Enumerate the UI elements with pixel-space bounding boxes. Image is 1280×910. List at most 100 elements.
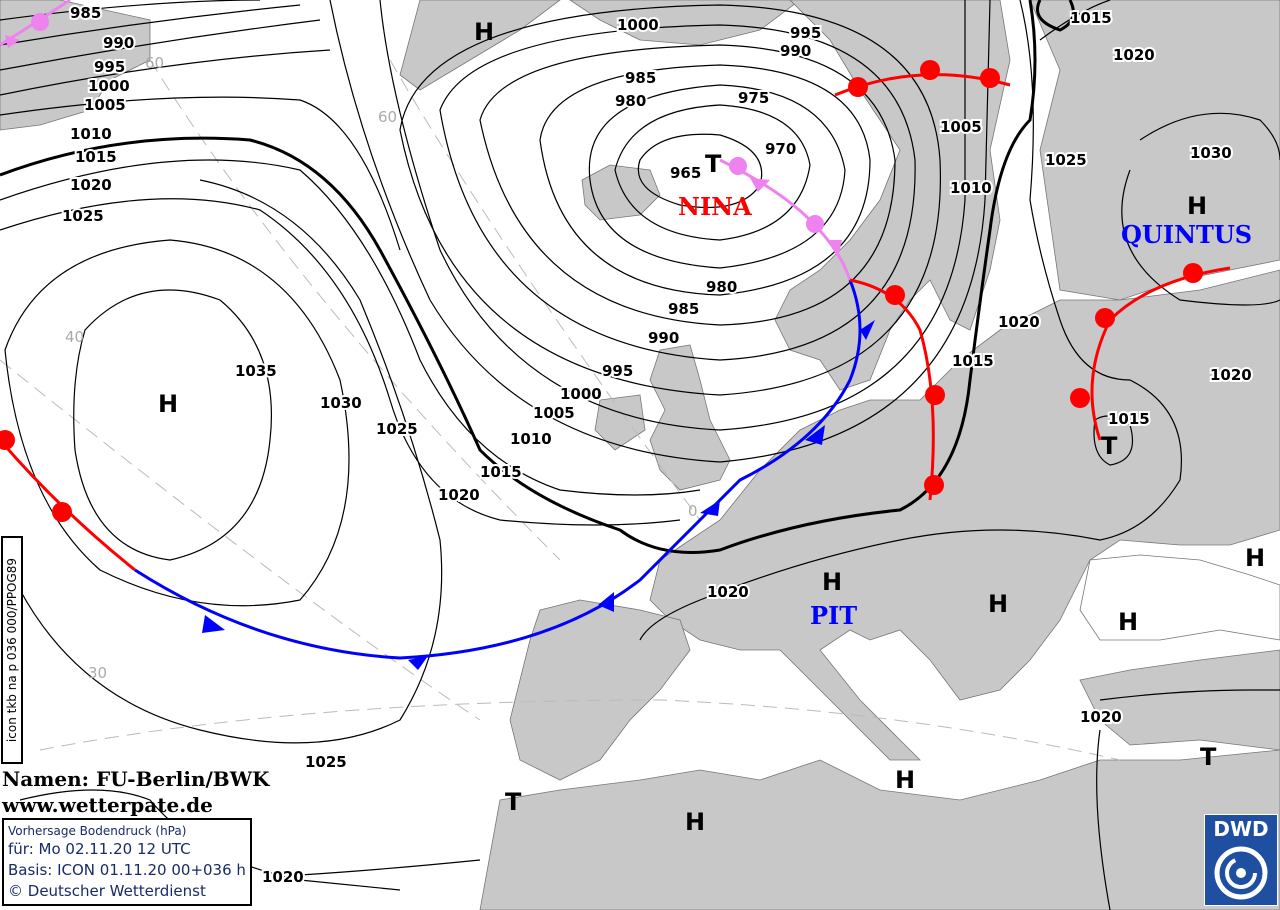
graticule: [0, 59, 1121, 761]
high-marker: H: [1245, 544, 1265, 572]
isobar-label: 1020: [438, 486, 480, 504]
isobar-label: 1005: [940, 118, 982, 136]
isobar-label: 1030: [1190, 144, 1232, 162]
isobar-label: 995: [602, 362, 633, 380]
info-basis: Basis: ICON 01.11.20 00+036 h: [8, 861, 246, 879]
grid-label: 40: [65, 328, 84, 346]
low-marker-nina: T: [705, 150, 722, 178]
isobar-label: 980: [706, 278, 737, 296]
land-greenland-east: [399, 0, 561, 91]
high-marker: H: [1118, 608, 1138, 636]
isobar-label: 1020: [707, 583, 749, 601]
isobar-label: 1020: [70, 176, 112, 194]
land-russia-north: [1029, 0, 1280, 301]
isobar-label: 1015: [1108, 410, 1150, 428]
isobar-label: 1020: [1113, 46, 1155, 64]
warm-front-symbols: [0, 60, 1203, 522]
low-marker: T: [505, 788, 522, 816]
credits-website[interactable]: www.wetterpate.de: [2, 793, 213, 817]
occlusion-symbols: [5, 13, 842, 258]
isobar-label: 985: [625, 69, 656, 87]
high-marker-pit: H: [822, 568, 842, 596]
cold-front-symbols: [202, 320, 875, 670]
isobar-label: 1025: [305, 753, 347, 771]
isobar-label: 1020: [262, 868, 304, 886]
isobar-label: 1030: [320, 394, 362, 412]
dwd-logo: DWD: [1204, 814, 1278, 906]
low-marker: T: [1200, 743, 1217, 771]
high-marker-quintus: H: [1187, 192, 1207, 220]
credits-names: Namen: FU-Berlin/BWK: [2, 767, 270, 791]
info-copyright: © Deutscher Wetterdienst: [8, 882, 206, 900]
isobar-label: 970: [765, 140, 796, 158]
land-black-sea-north: [1079, 554, 1280, 641]
isobar-label: 995: [790, 24, 821, 42]
isobar-label: 1015: [952, 352, 994, 370]
isobar-label: 1025: [62, 207, 104, 225]
isobar-label: 1020: [1210, 366, 1252, 384]
isobar-label: 975: [738, 89, 769, 107]
isobar-label: 1025: [376, 420, 418, 438]
product-code: icon tkb na p 036 000/PPOG89: [5, 557, 19, 743]
isobar-label: 990: [648, 329, 679, 347]
high-name-quintus: QUINTUS: [1121, 220, 1252, 249]
land-ireland: [594, 394, 646, 451]
isobar-label: 990: [103, 34, 134, 52]
system-markers: H T H H T H H H H T H T H NINA QUINTUS P…: [158, 18, 1265, 836]
isobar-label: 1005: [533, 404, 575, 422]
high-name-pit: PIT: [810, 601, 857, 630]
land-britain: [649, 344, 731, 491]
info-valid-time: für: Mo 02.11.20 12 UTC: [8, 840, 191, 858]
low-name-nina: NINA: [678, 192, 752, 221]
isobar-label: 1015: [75, 148, 117, 166]
cold-front-atlantic: [134, 279, 862, 660]
grid-labels: 60 60 40 30 0: [65, 54, 698, 682]
isobar-label: 1015: [480, 463, 522, 481]
high-marker: H: [895, 766, 915, 794]
isobar-label: 980: [615, 92, 646, 110]
isobar-label: 985: [70, 4, 101, 22]
land-greenland-west: [0, 0, 151, 131]
isobar-label: 965: [670, 164, 701, 182]
info-box: Vorhersage Bodendruck (hPa) für: Mo 02.1…: [2, 818, 252, 906]
high-marker: H: [685, 808, 705, 836]
isobar-label: 1005: [84, 96, 126, 114]
isobar-label: 995: [94, 58, 125, 76]
dwd-swirl-icon: [1214, 846, 1268, 900]
grid-label: 60: [145, 54, 164, 72]
isobar-label: 1000: [88, 77, 130, 95]
credits: Namen: FU-Berlin/BWK www.wetterpate.de: [2, 766, 270, 818]
isobar-label: 1010: [510, 430, 552, 448]
info-title: Vorhersage Bodendruck (hPa): [8, 824, 187, 838]
isobar-label: 985: [668, 300, 699, 318]
isobar-label: 1010: [70, 125, 112, 143]
warm-front-scandinavia: [849, 278, 935, 501]
dwd-logo-text: DWD: [1213, 817, 1269, 841]
isobar-label: 1010: [950, 179, 992, 197]
isobar-label: 1000: [617, 16, 659, 34]
land-iberia: [509, 599, 691, 781]
isobar-label: 1015: [1070, 9, 1112, 27]
isobar-label: 1020: [998, 313, 1040, 331]
high-marker: H: [474, 18, 494, 46]
land-turkey: [1079, 649, 1280, 751]
land-continental-europe: [649, 269, 1280, 761]
grid-label: 30: [88, 664, 107, 682]
land-africa: [479, 749, 1280, 910]
grid-label: 0: [688, 502, 698, 520]
high-marker: H: [988, 590, 1008, 618]
isobar-label: 1020: [1080, 708, 1122, 726]
fronts: [0, 0, 1231, 670]
isobar-label: 990: [780, 42, 811, 60]
grid-label: 60: [378, 108, 397, 126]
low-marker: T: [1101, 432, 1118, 460]
isobar-label: 1000: [560, 385, 602, 403]
isobar-label: 1035: [235, 362, 277, 380]
land-svalbard: [569, 0, 801, 46]
product-code-tag: icon tkb na p 036 000/PPOG89: [1, 536, 23, 764]
